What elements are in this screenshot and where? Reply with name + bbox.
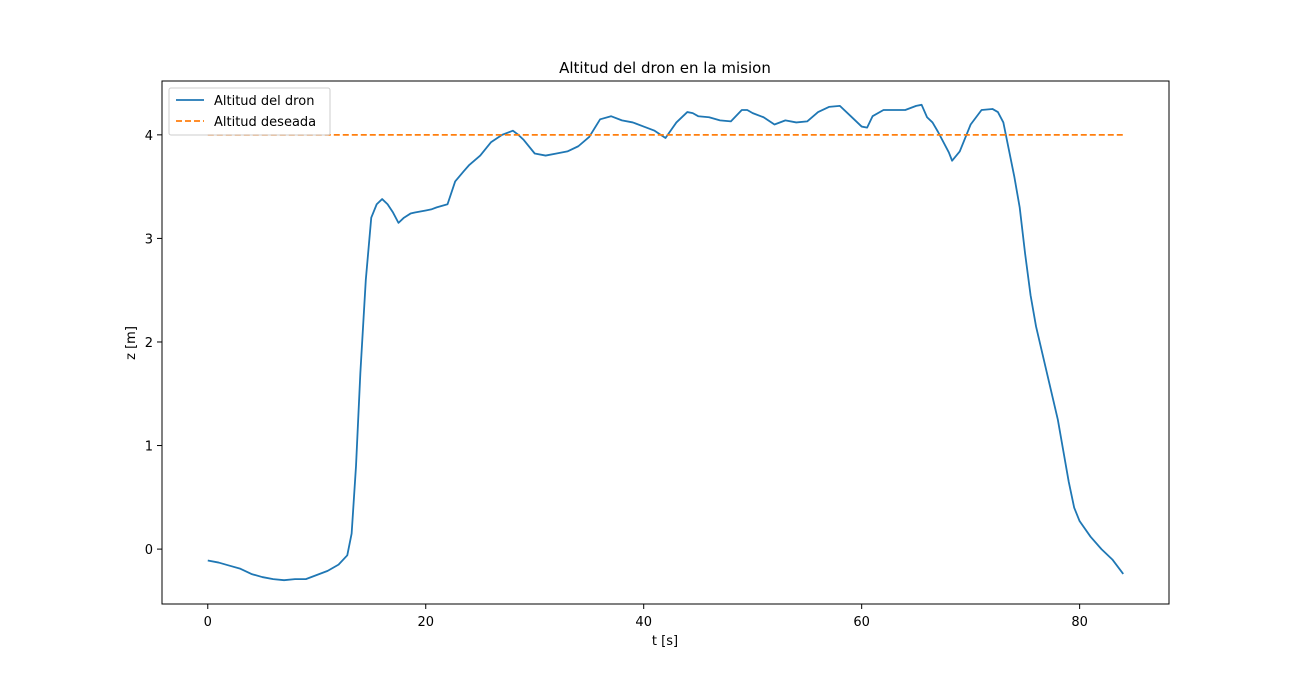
legend-label-altitud-deseada: Altitud deseada	[214, 115, 316, 130]
x-axis: 0 20 40 60 80	[204, 604, 1088, 630]
y-tick-label: 2	[145, 336, 153, 351]
y-tick-label: 1	[145, 440, 153, 455]
legend-box	[168, 87, 331, 136]
series-line-altitud-del-dron	[207, 103, 1124, 582]
x-axis-label: t [s]	[652, 634, 678, 649]
plot-frame	[161, 80, 1170, 605]
plot-area	[207, 103, 1124, 582]
x-tick-label: 60	[853, 615, 870, 630]
y-axis-label: z [m]	[124, 326, 139, 360]
y-axis: 0 1 2 3 4	[145, 129, 162, 558]
chart-title: Altitud del dron en la mision	[559, 59, 771, 77]
y-tick-label: 3	[145, 232, 153, 247]
x-tick-label: 40	[635, 615, 652, 630]
legend: Altitud del dron Altitud deseada	[168, 87, 331, 136]
x-tick-label: 0	[204, 615, 212, 630]
y-tick-label: 4	[145, 129, 153, 144]
x-tick-label: 20	[417, 615, 434, 630]
legend-label-altitud-del-dron: Altitud del dron	[214, 94, 314, 109]
y-tick-label: 0	[145, 543, 153, 558]
x-tick-label: 80	[1071, 615, 1088, 630]
